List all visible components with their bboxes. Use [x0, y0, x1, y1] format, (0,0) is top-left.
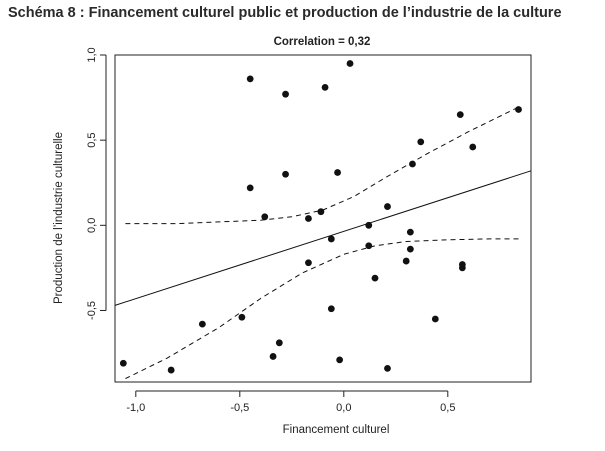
data-point [384, 364, 391, 372]
chart-subtitle: Correlation = 0,32 [274, 36, 371, 48]
data-point [409, 160, 416, 168]
y-tick-label: 0,0 [86, 218, 98, 233]
data-point [458, 261, 466, 268]
confidence-bands [125, 105, 521, 380]
data-point [384, 203, 391, 210]
data-point [469, 143, 477, 151]
plot-frame [114, 54, 532, 383]
data-point [371, 274, 379, 282]
axes: -1,0 -0,5 0,0 0,5 -0,5 0,0 0,5 1,0 [86, 47, 455, 414]
data-point [198, 320, 206, 328]
data-point [317, 208, 325, 216]
y-tick-label: 0,5 [86, 133, 98, 148]
data-point [336, 356, 344, 364]
y-tick-label: -0,5 [86, 301, 98, 320]
data-point [305, 215, 312, 222]
data-point [305, 259, 312, 267]
data-point [327, 235, 335, 243]
confidence-lower [125, 238, 521, 380]
data-point [417, 138, 425, 146]
regression-line [114, 170, 532, 306]
data-point [282, 170, 289, 178]
data-point [515, 106, 522, 113]
data-point [327, 305, 335, 313]
x-tick-label: 0,0 [336, 402, 351, 414]
data-point [365, 221, 373, 229]
data-point [238, 313, 246, 321]
data-point [119, 359, 127, 367]
data-point [321, 83, 329, 91]
data-point [269, 353, 277, 360]
data-point [406, 228, 414, 236]
y-axis-label: Production de l’industrie culturelle [53, 132, 65, 304]
x-axis-label: Financement culturel [283, 424, 390, 436]
data-point [402, 257, 410, 265]
data-point [246, 184, 254, 192]
y-tick-label: 1,0 [86, 47, 98, 62]
data-point [167, 366, 175, 374]
chart-title: Schéma 8 : Financement culturel public e… [8, 5, 562, 21]
data-point [406, 245, 414, 253]
data-point [346, 60, 354, 67]
data-point [431, 315, 439, 323]
data-point [261, 213, 269, 221]
data-point [275, 339, 283, 347]
data-point [365, 242, 373, 250]
data-points [119, 60, 522, 374]
confidence-upper [125, 105, 521, 225]
x-tick-label: -0,5 [230, 402, 249, 414]
regression [114, 170, 532, 306]
data-point [456, 111, 464, 119]
data-point [246, 75, 254, 83]
x-tick-label: 0,5 [440, 402, 455, 414]
x-tick-label: -1,0 [126, 402, 145, 414]
data-point [282, 90, 289, 98]
data-point [334, 169, 341, 176]
